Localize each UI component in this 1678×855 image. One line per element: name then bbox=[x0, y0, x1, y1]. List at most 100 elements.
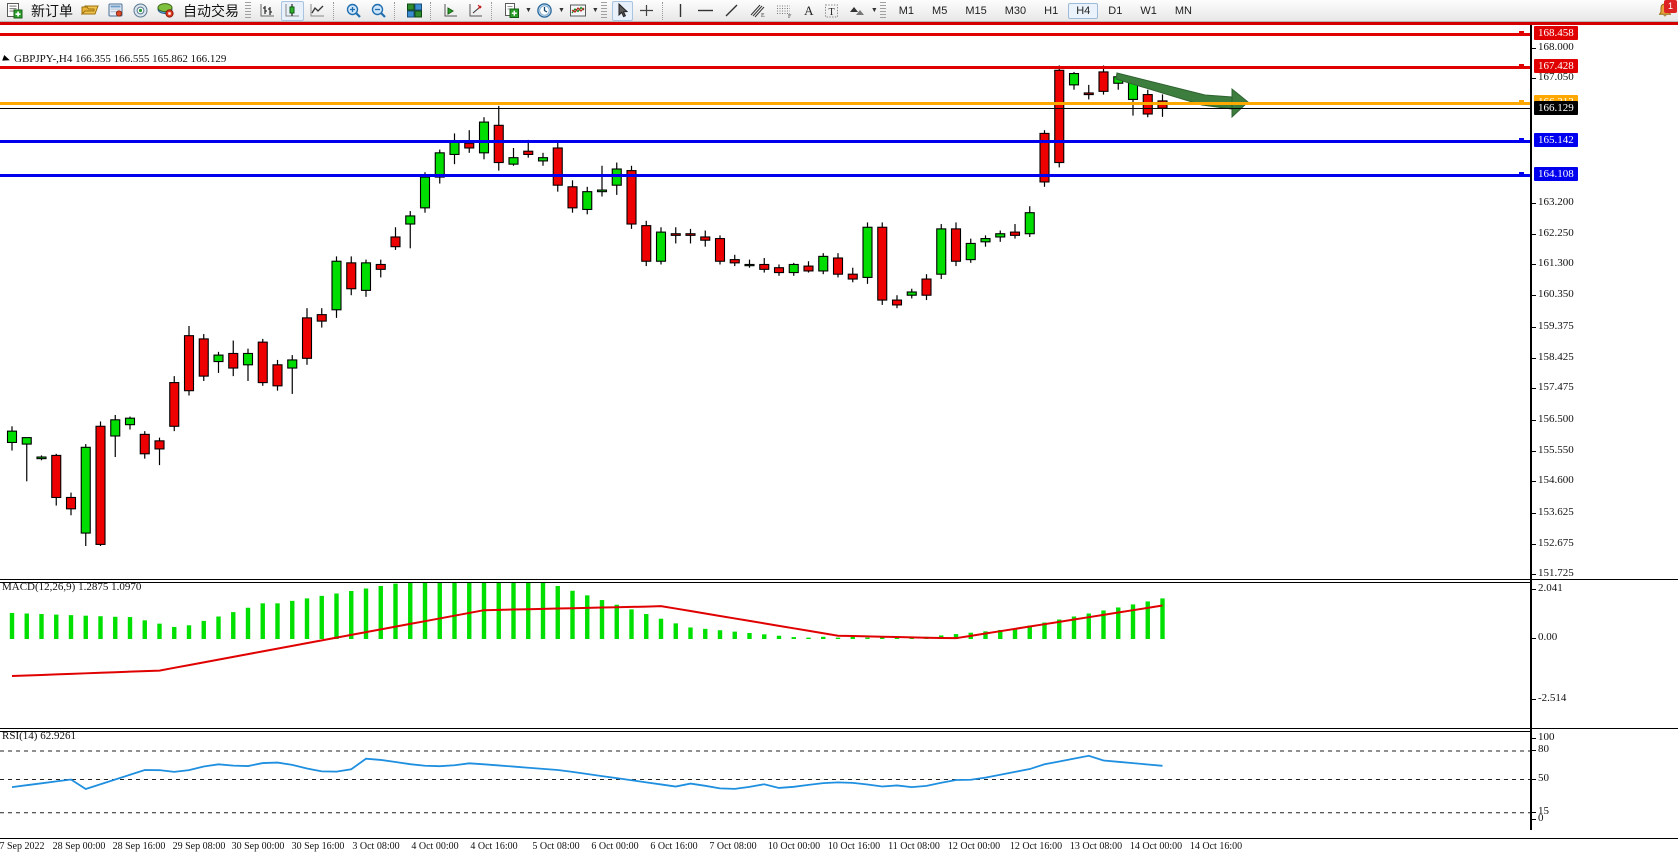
equidistant-channel-icon[interactable]: E bbox=[745, 1, 770, 21]
candlestick-chart-icon[interactable] bbox=[281, 0, 304, 21]
time-tick: 12 Oct 16:00 bbox=[1009, 841, 1063, 852]
arrows-icon[interactable] bbox=[844, 1, 869, 21]
expert-advisor-icon[interactable] bbox=[154, 1, 178, 21]
svg-text:E: E bbox=[761, 13, 765, 19]
toolbar-grip[interactable] bbox=[600, 2, 607, 19]
toolbar-grip[interactable] bbox=[879, 2, 886, 19]
crosshair-icon[interactable] bbox=[635, 1, 658, 21]
label-icon[interactable]: T bbox=[821, 1, 842, 21]
price-badge-resistance-2[interactable]: 168.458 bbox=[1534, 25, 1578, 40]
period-separator-icon[interactable] bbox=[533, 1, 556, 21]
new-order-icon[interactable] bbox=[3, 1, 26, 21]
level-line-resistance-1[interactable] bbox=[0, 66, 1530, 70]
rsi-pane[interactable] bbox=[0, 731, 1530, 826]
tab-timeframe-m5[interactable]: M5 bbox=[932, 4, 948, 17]
price-tick: 161.300 bbox=[1532, 257, 1574, 270]
tab-timeframe-w1[interactable]: W1 bbox=[1140, 4, 1157, 17]
rsi-tick: 15 bbox=[1532, 804, 1549, 817]
price-plot[interactable] bbox=[0, 25, 1530, 830]
folder-icon[interactable] bbox=[78, 1, 102, 21]
level-line-current-price[interactable] bbox=[0, 108, 1530, 110]
price-axis[interactable]: 168.000 167.050 163.200 162.250 161.300 160.3… bbox=[1530, 25, 1678, 830]
price-tick: 160.350 bbox=[1532, 288, 1574, 301]
toolbar-separator bbox=[394, 1, 399, 20]
toolbar-right-group: 1 bbox=[1656, 0, 1678, 20]
svg-text:T: T bbox=[828, 7, 834, 18]
grid-icon[interactable] bbox=[403, 1, 426, 21]
terminal-icon[interactable] bbox=[104, 1, 127, 21]
bar-chart-icon[interactable] bbox=[256, 1, 279, 21]
symbol-info-bar: GBPJPY-,H4 166.355 166.555 165.862 166.1… bbox=[0, 52, 226, 66]
time-tick: 6 Oct 00:00 bbox=[591, 841, 639, 852]
collapse-arrow-icon[interactable] bbox=[2, 54, 11, 64]
text-icon[interactable]: A bbox=[804, 2, 814, 18]
notification-bell-icon[interactable]: 1 bbox=[1656, 0, 1677, 20]
chevron-down-icon[interactable]: ▼ bbox=[870, 7, 878, 14]
macd-axis-labels: 2.041 0.00 -2.514 bbox=[1530, 582, 1678, 707]
trendline-icon[interactable] bbox=[720, 1, 743, 21]
price-tick: 162.250 bbox=[1532, 226, 1574, 239]
price-badge-resistance-1[interactable]: 167.428 bbox=[1534, 59, 1578, 74]
time-tick: 3 Oct 08:00 bbox=[352, 841, 400, 852]
price-tick: 163.200 bbox=[1532, 195, 1574, 208]
time-tick: 5 Oct 08:00 bbox=[532, 841, 580, 852]
chart-area[interactable]: GBPJPY-,H4 166.355 166.555 165.862 166.1… bbox=[0, 25, 1678, 855]
time-tick: 4 Oct 16:00 bbox=[470, 841, 518, 852]
price-badge-current-price[interactable]: 166.129 bbox=[1534, 101, 1578, 116]
new-order-label[interactable]: 新订单 bbox=[31, 3, 73, 20]
rsi-tick: 0 bbox=[1532, 812, 1544, 824]
macd-tick: 2.041 bbox=[1532, 582, 1563, 594]
notification-count-badge[interactable]: 1 bbox=[1664, 0, 1677, 13]
level-line-pivot[interactable] bbox=[0, 102, 1530, 106]
tab-timeframe-h1[interactable]: H1 bbox=[1044, 4, 1059, 17]
fibonacci-icon[interactable]: F bbox=[772, 1, 797, 21]
level-line-resistance-2[interactable] bbox=[0, 32, 1530, 36]
rsi-pane-divider bbox=[0, 728, 1678, 729]
horizontal-line-icon[interactable] bbox=[693, 1, 718, 21]
symbol-info-text: GBPJPY-,H4 166.355 166.555 165.862 166.1… bbox=[14, 53, 227, 65]
tab-timeframe-m30[interactable]: M30 bbox=[1004, 4, 1027, 17]
time-tick: 10 Oct 16:00 bbox=[827, 841, 881, 852]
line-chart-icon[interactable] bbox=[306, 1, 329, 21]
tab-timeframe-m15[interactable]: M15 bbox=[965, 4, 987, 17]
shift-icon[interactable] bbox=[464, 1, 487, 21]
level-line-support-2[interactable] bbox=[0, 173, 1530, 177]
time-axis[interactable]: 7 Sep 2022 28 Sep 00:00 28 Sep 16:00 29 Sep… bbox=[0, 838, 1678, 855]
zoom-out-icon[interactable] bbox=[367, 1, 390, 21]
price-tick: 158.425 bbox=[1532, 350, 1574, 363]
zoom-in-icon[interactable] bbox=[342, 1, 365, 21]
chevron-down-icon[interactable]: ▼ bbox=[525, 7, 532, 14]
chevron-down-icon[interactable]: ▼ bbox=[557, 7, 565, 14]
chevron-down-icon[interactable]: ▼ bbox=[591, 7, 599, 14]
indicator-list-icon[interactable] bbox=[566, 1, 590, 21]
macd-series bbox=[9, 583, 1165, 678]
toolbar-grip[interactable] bbox=[245, 2, 251, 19]
main-toolbar: 新订单 bbox=[0, 0, 1678, 22]
new-object-icon[interactable] bbox=[500, 1, 523, 21]
toolbar-separator bbox=[661, 1, 667, 20]
navigator-icon[interactable] bbox=[129, 1, 152, 21]
price-badge-support-1[interactable]: 165.142 bbox=[1534, 133, 1578, 148]
time-tick: 28 Sep 16:00 bbox=[112, 841, 166, 852]
level-line-support-1[interactable] bbox=[0, 140, 1530, 144]
time-tick: 13 Oct 08:00 bbox=[1069, 841, 1123, 852]
toolbar-separator bbox=[430, 1, 435, 20]
tab-timeframe-mn[interactable]: MN bbox=[1174, 4, 1192, 17]
cursor-icon[interactable] bbox=[611, 0, 633, 21]
chart-top-border bbox=[0, 22, 1678, 25]
vertical-line-icon[interactable] bbox=[671, 1, 691, 21]
autoscroll-icon[interactable] bbox=[439, 1, 462, 21]
tab-timeframe-m1[interactable]: M1 bbox=[898, 4, 915, 17]
time-tick: 14 Oct 16:00 bbox=[1189, 841, 1243, 852]
time-tick: 7 Oct 08:00 bbox=[709, 841, 757, 852]
tab-timeframe-h4[interactable]: H4 bbox=[1068, 2, 1099, 19]
autotrading-label[interactable]: 自动交易 bbox=[183, 3, 239, 20]
macd-label: MACD(12,26,9) 1.2875 1.0970 bbox=[2, 581, 142, 593]
toolbar-separator bbox=[333, 1, 338, 20]
time-tick: 14 Oct 00:00 bbox=[1129, 841, 1183, 852]
price-badge-support-2[interactable]: 164.108 bbox=[1534, 166, 1578, 181]
tab-timeframe-d1[interactable]: D1 bbox=[1108, 4, 1123, 17]
macd-pane[interactable] bbox=[0, 582, 1530, 707]
time-tick: 4 Oct 00:00 bbox=[411, 841, 459, 852]
time-tick: 11 Oct 08:00 bbox=[888, 841, 940, 852]
